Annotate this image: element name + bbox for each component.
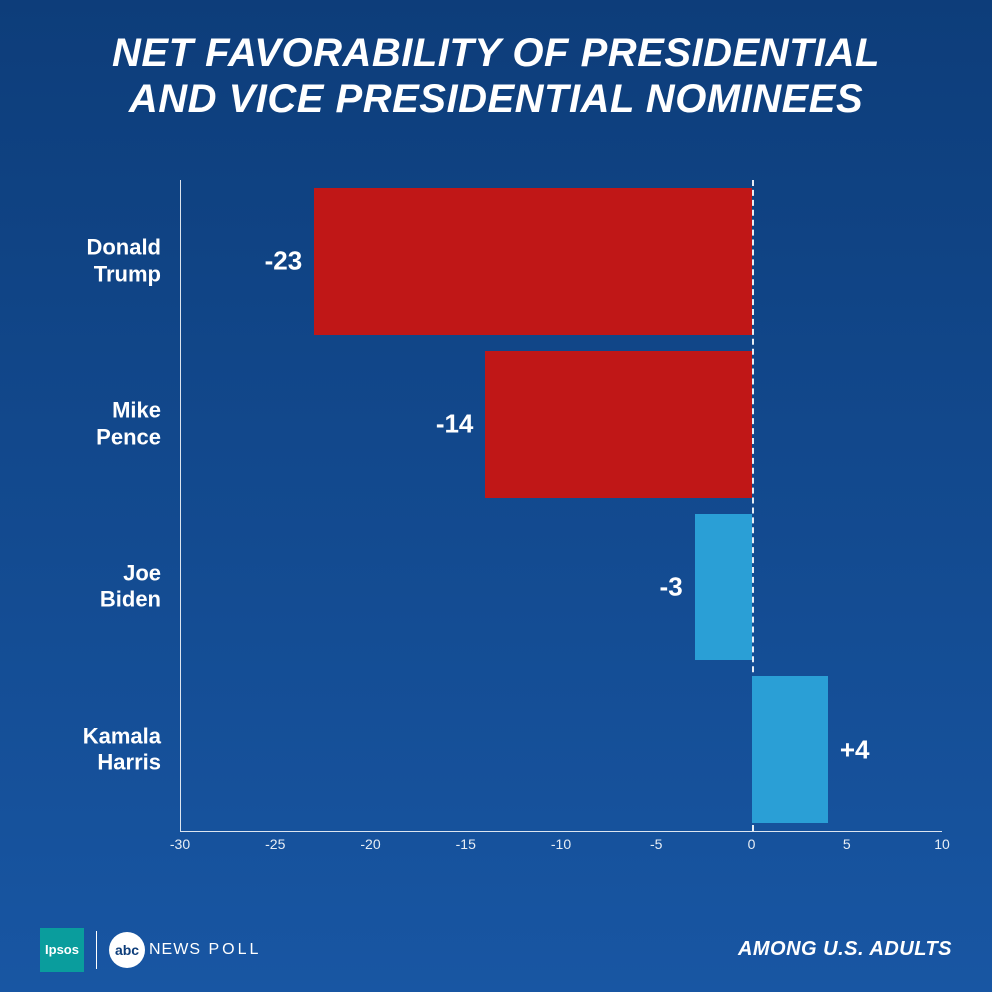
category-label: MikePence [41, 398, 161, 451]
x-tick: -20 [360, 836, 380, 852]
x-tick: -30 [170, 836, 190, 852]
category-label: DonaldTrump [41, 235, 161, 288]
abc-circle-icon: abc [109, 932, 145, 968]
x-axis-ticks: -30-25-20-15-10-50510 [180, 832, 942, 862]
bar-row: KamalaHarris+4 [181, 668, 942, 831]
logo-divider [96, 931, 97, 969]
ipsos-logo: Ipsos [40, 928, 84, 972]
title-line-1: NET FAVORABILITY OF PRESIDENTIAL [40, 30, 952, 76]
x-tick: 10 [934, 836, 950, 852]
x-tick: 0 [748, 836, 756, 852]
footer: Ipsos abc NEWS POLL AMONG U.S. ADULTS [0, 922, 992, 992]
x-tick: -10 [551, 836, 571, 852]
category-label: JoeBiden [41, 560, 161, 613]
abc-news-poll-text: NEWS POLL [149, 941, 261, 959]
abc-news-poll-logo: abc NEWS POLL [109, 932, 261, 968]
bar-value: -23 [265, 246, 303, 277]
bar-row: DonaldTrump-23 [181, 180, 942, 343]
x-tick: 5 [843, 836, 851, 852]
bar-value: -3 [660, 571, 683, 602]
poll-text: POLL [201, 941, 261, 958]
logo-group: Ipsos abc NEWS POLL [40, 928, 261, 972]
bar-row: MikePence-14 [181, 343, 942, 506]
bar [314, 188, 752, 335]
bar [485, 351, 751, 498]
footer-note: AMONG U.S. ADULTS [738, 938, 952, 961]
bar-value: +4 [840, 734, 870, 765]
bar [752, 676, 828, 823]
bar-row: JoeBiden-3 [181, 506, 942, 669]
chart-area: DonaldTrump-23MikePence-14JoeBiden-3Kama… [50, 180, 942, 862]
x-tick: -25 [265, 836, 285, 852]
x-tick: -15 [456, 836, 476, 852]
plot-region: DonaldTrump-23MikePence-14JoeBiden-3Kama… [180, 180, 942, 832]
bar-value: -14 [436, 409, 474, 440]
category-label: KamalaHarris [41, 723, 161, 776]
news-text: NEWS [149, 941, 201, 958]
x-tick: -5 [650, 836, 662, 852]
chart-title: NET FAVORABILITY OF PRESIDENTIAL AND VIC… [0, 0, 992, 132]
bar [695, 514, 752, 661]
title-line-2: AND VICE PRESIDENTIAL NOMINEES [40, 76, 952, 122]
